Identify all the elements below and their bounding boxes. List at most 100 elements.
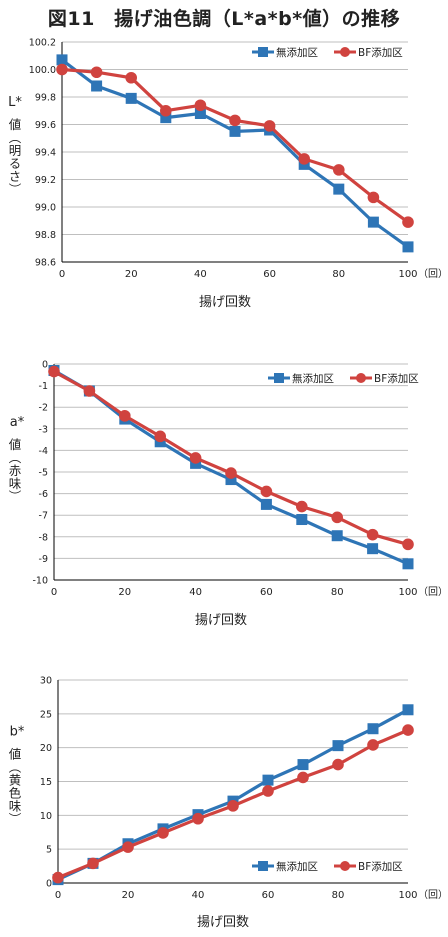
data-point-circle	[225, 467, 237, 479]
y-tick-label: -10	[32, 576, 48, 587]
data-point-square	[331, 530, 343, 542]
x-tick-label: 40	[192, 890, 205, 901]
y-tick-label: 15	[40, 777, 52, 788]
x-unit-label: （回）	[418, 268, 448, 280]
y-tick-label: 98.6	[35, 258, 56, 269]
y-tick-label: 98.8	[35, 230, 56, 241]
x-tick-label: 100	[398, 587, 417, 598]
y-tick-label: -8	[39, 532, 48, 543]
legend-label: BF添加区	[358, 46, 403, 59]
series-line-1	[53, 369, 409, 566]
data-point-square	[296, 514, 308, 526]
chart-yellowness: 0 5 10 15 20 25 30 0 20 40 60 80 100 （回） 揚げ回数 b* 値（黄色味） 無…	[7, 676, 448, 931]
data-point-circle	[83, 385, 96, 397]
y-tick-label: 99.0	[35, 203, 56, 214]
data-point-circle	[227, 800, 239, 812]
x-tick-label: 0	[51, 587, 57, 598]
y-axis-title-main: b*	[10, 725, 25, 740]
data-point-circle	[402, 538, 414, 551]
y-tick-label: 99.8	[35, 93, 56, 104]
data-point-circle	[119, 410, 131, 422]
data-point-square	[194, 108, 206, 119]
data-point-circle	[260, 485, 273, 498]
data-point-square	[367, 216, 379, 228]
data-point-square	[333, 183, 345, 195]
data-point-circle	[332, 758, 344, 771]
data-point-square	[125, 92, 137, 104]
data-point-circle	[366, 528, 379, 541]
x-axis-title: 揚げ回数	[199, 294, 251, 310]
x-axis-title: 揚げ回数	[197, 914, 249, 930]
data-point-circle	[154, 430, 166, 443]
y-tick-label: 100.0	[29, 65, 56, 76]
legend-label: 無添加区	[276, 860, 318, 873]
legend-marker-circle	[356, 373, 366, 383]
data-point-square	[56, 54, 68, 66]
data-point-circle	[189, 452, 202, 464]
data-point-circle	[192, 812, 204, 825]
legend-label: BF添加区	[374, 372, 419, 385]
y-tick-label: 5	[46, 845, 52, 856]
data-point-circle	[297, 771, 309, 784]
legend-marker-circle	[340, 861, 350, 871]
data-point-square	[260, 498, 272, 510]
data-point-circle	[90, 66, 103, 79]
data-point-circle	[262, 785, 274, 797]
x-tick-label: 20	[122, 890, 135, 901]
y-tick-label: 0	[42, 360, 48, 371]
legend-label: 無添加区	[276, 46, 318, 59]
legend-marker-square	[258, 47, 268, 57]
x-tick-label: 20	[125, 269, 138, 280]
x-tick-label: 0	[55, 890, 61, 901]
legend-label: BF添加区	[358, 860, 403, 873]
y-axis-title-main: a*	[10, 415, 25, 430]
y-axis-title-sub: 値（赤味）	[7, 437, 22, 503]
x-unit-label: （回）	[418, 586, 448, 598]
y-tick-label: -4	[39, 446, 48, 457]
data-point-circle	[298, 153, 311, 165]
data-point-square	[160, 112, 172, 124]
y-tick-label: 99.6	[35, 120, 56, 131]
data-point-square	[402, 241, 414, 253]
data-point-circle	[56, 63, 68, 76]
data-point-circle	[194, 99, 207, 112]
x-tick-label: 20	[118, 587, 131, 598]
data-point-circle	[125, 71, 137, 84]
legend-label: 無添加区	[292, 372, 334, 385]
y-axis-title-main: L*	[8, 95, 22, 110]
data-point-square	[297, 759, 309, 771]
x-tick-label: 40	[189, 587, 202, 598]
chart-redness: -10-9-8-7-6-5-4-3-2-100 20 40 60 80 100 （回）揚げ回…	[7, 360, 448, 629]
data-point-circle	[296, 500, 308, 513]
data-point-circle	[331, 511, 344, 524]
data-point-square	[402, 558, 414, 570]
data-point-circle	[263, 120, 276, 132]
data-point-circle	[87, 857, 99, 870]
data-point-square	[367, 723, 379, 735]
x-tick-label: 60	[263, 269, 276, 280]
x-tick-label: 40	[194, 269, 207, 280]
data-point-circle	[157, 827, 169, 839]
figure-title: 図11 揚げ油色調（L*a*b*値）の推移	[47, 8, 401, 30]
y-axis-title-sub: 値（黄色味）	[7, 747, 22, 826]
data-point-square	[225, 474, 237, 486]
x-tick-label: 60	[260, 587, 273, 598]
y-tick-label: -2	[39, 403, 48, 414]
y-tick-label: -1	[39, 381, 48, 392]
y-tick-label: -5	[39, 468, 48, 479]
x-tick-label: 0	[59, 269, 65, 280]
legend-marker-circle	[340, 47, 350, 57]
data-point-square	[262, 774, 274, 786]
y-tick-label: 99.2	[35, 175, 56, 186]
data-point-circle	[52, 871, 64, 884]
x-tick-label: 60	[262, 890, 275, 901]
data-point-circle	[229, 114, 241, 127]
y-tick-label: 30	[40, 676, 52, 687]
y-tick-label: -6	[39, 489, 48, 500]
data-point-circle	[333, 164, 345, 176]
data-point-circle	[367, 739, 379, 751]
x-tick-label: 100	[398, 269, 417, 280]
data-point-circle	[160, 104, 172, 117]
y-tick-label: 100.2	[29, 38, 56, 49]
data-point-circle	[48, 365, 60, 378]
